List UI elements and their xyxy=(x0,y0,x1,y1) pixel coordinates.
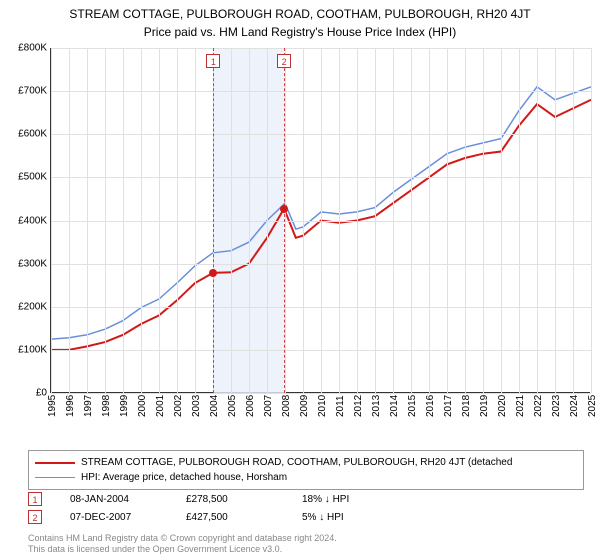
sales-row-delta: 18% ↓ HPI xyxy=(302,494,390,505)
y-axis-tick: £500K xyxy=(3,172,47,183)
chart-subtitle: Price paid vs. HM Land Registry's House … xyxy=(0,23,600,39)
legend-swatch xyxy=(35,462,75,464)
x-axis-tick: 2024 xyxy=(569,395,572,417)
x-axis-tick: 2010 xyxy=(317,395,320,417)
x-axis-tick: 2021 xyxy=(515,395,518,417)
plot-region: £0£100K£200K£300K£400K£500K£600K£700K£80… xyxy=(50,48,590,393)
legend-row: STREAM COTTAGE, PULBOROUGH ROAD, COOTHAM… xyxy=(35,455,577,470)
x-axis-tick: 2013 xyxy=(371,395,374,417)
y-axis-tick: £600K xyxy=(3,129,47,140)
legend-label: STREAM COTTAGE, PULBOROUGH ROAD, COOTHAM… xyxy=(81,455,512,470)
sale-marker-dot xyxy=(209,269,217,277)
x-axis-tick: 2015 xyxy=(407,395,410,417)
x-axis-tick: 2005 xyxy=(227,395,230,417)
x-axis-tick: 2006 xyxy=(245,395,248,417)
x-axis-tick: 2008 xyxy=(281,395,284,417)
chart-container: STREAM COTTAGE, PULBOROUGH ROAD, COOTHAM… xyxy=(0,0,600,560)
x-axis-tick: 2014 xyxy=(389,395,392,417)
sales-row-marker: 1 xyxy=(28,492,42,506)
sales-row-price: £427,500 xyxy=(186,512,274,523)
x-axis-tick: 1999 xyxy=(119,395,122,417)
sales-row-delta: 5% ↓ HPI xyxy=(302,512,390,523)
legend-label: HPI: Average price, detached house, Hors… xyxy=(81,470,287,485)
x-axis-tick: 2000 xyxy=(137,395,140,417)
x-axis-tick: 2016 xyxy=(425,395,428,417)
sales-row: 1 08-JAN-2004 £278,500 18% ↓ HPI xyxy=(28,490,390,508)
x-axis-tick: 2009 xyxy=(299,395,302,417)
x-axis-tick: 2012 xyxy=(353,395,356,417)
y-axis-tick: £700K xyxy=(3,86,47,97)
sale-marker-label: 2 xyxy=(277,54,291,68)
legend-swatch xyxy=(35,477,75,479)
sale-marker-line xyxy=(213,48,214,393)
chart-footer: Contains HM Land Registry data © Crown c… xyxy=(28,533,337,556)
y-axis-tick: £300K xyxy=(3,258,47,269)
x-axis-tick: 2022 xyxy=(533,395,536,417)
y-axis-tick: £400K xyxy=(3,215,47,226)
sales-row-date: 08-JAN-2004 xyxy=(70,494,158,505)
x-axis-tick: 1998 xyxy=(101,395,104,417)
y-axis-tick: £0 xyxy=(3,388,47,399)
sales-row: 2 07-DEC-2007 £427,500 5% ↓ HPI xyxy=(28,508,390,526)
x-axis-tick: 2003 xyxy=(191,395,194,417)
x-axis-tick: 2007 xyxy=(263,395,266,417)
chart-title: STREAM COTTAGE, PULBOROUGH ROAD, COOTHAM… xyxy=(0,0,600,23)
x-axis-tick: 2023 xyxy=(551,395,554,417)
x-axis-tick: 2018 xyxy=(461,395,464,417)
sale-marker-line xyxy=(284,48,285,393)
sale-marker-label: 1 xyxy=(206,54,220,68)
x-axis-tick: 2002 xyxy=(173,395,176,417)
y-axis-tick: £200K xyxy=(3,301,47,312)
x-axis-tick: 1996 xyxy=(65,395,68,417)
legend-box: STREAM COTTAGE, PULBOROUGH ROAD, COOTHAM… xyxy=(28,450,584,490)
x-axis-tick: 2004 xyxy=(209,395,212,417)
x-axis-tick: 2019 xyxy=(479,395,482,417)
legend-row: HPI: Average price, detached house, Hors… xyxy=(35,470,577,485)
x-axis-tick: 2001 xyxy=(155,395,158,417)
sales-row-date: 07-DEC-2007 xyxy=(70,512,158,523)
x-axis-tick: 2020 xyxy=(497,395,500,417)
footer-line-1: Contains HM Land Registry data © Crown c… xyxy=(28,533,337,545)
sale-marker-dot xyxy=(280,205,288,213)
y-axis-tick: £800K xyxy=(3,43,47,54)
sales-row-marker: 2 xyxy=(28,510,42,524)
y-axis-tick: £100K xyxy=(3,344,47,355)
footer-line-2: This data is licensed under the Open Gov… xyxy=(28,544,337,556)
x-axis-tick: 2025 xyxy=(587,395,590,417)
x-axis-tick: 1997 xyxy=(83,395,86,417)
sales-table: 1 08-JAN-2004 £278,500 18% ↓ HPI 2 07-DEC-200… xyxy=(28,490,390,526)
sales-row-price: £278,500 xyxy=(186,494,274,505)
x-axis-tick: 1995 xyxy=(47,395,50,417)
x-axis-tick: 2017 xyxy=(443,395,446,417)
chart-area: £0£100K£200K£300K£400K£500K£600K£700K£80… xyxy=(50,48,590,418)
x-axis-tick: 2011 xyxy=(335,395,338,417)
